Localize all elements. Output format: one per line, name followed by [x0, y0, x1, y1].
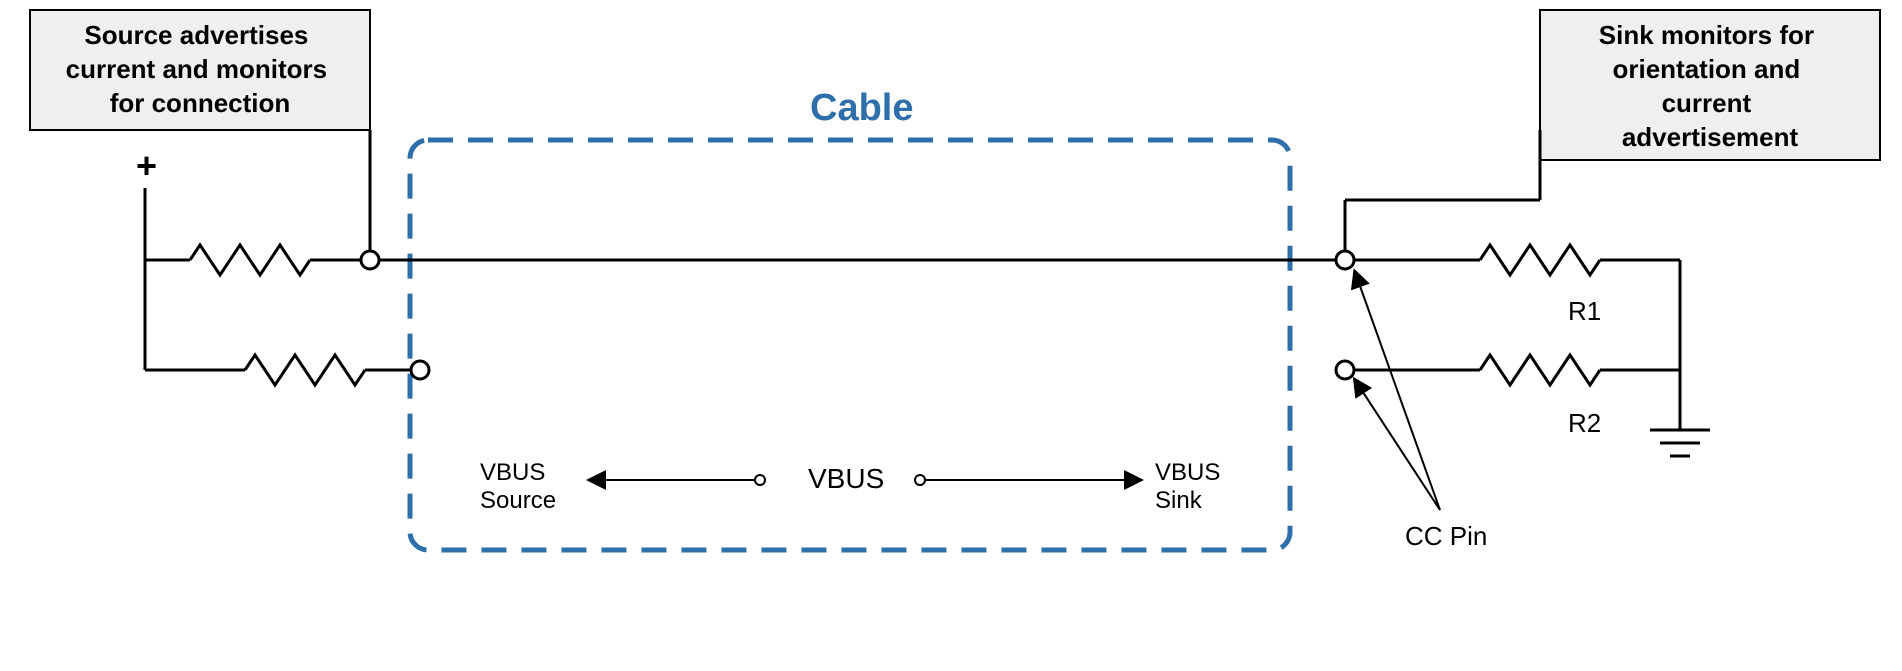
plus-symbol: + [136, 145, 157, 186]
sink-line1: Sink monitors for [1599, 20, 1814, 50]
resistor-r2 [1480, 355, 1600, 385]
node-source-top [361, 251, 379, 269]
circuit-diagram: Source advertises current and monitors f… [0, 0, 1902, 671]
resistor-r1 [1480, 245, 1600, 275]
cable-label: Cable [810, 87, 913, 129]
vbus-source-label: VBUS Source [480, 459, 556, 514]
vbus-node-right [915, 475, 925, 485]
source-line1: Source advertises [84, 20, 308, 50]
vbus-label: VBUS [808, 463, 884, 494]
node-sink-top [1336, 251, 1354, 269]
cc-pin-arrow1 [1355, 272, 1440, 510]
sink-line4: advertisement [1622, 122, 1799, 152]
sink-line3: current [1662, 88, 1752, 118]
vbus-node-left [755, 475, 765, 485]
sink-line2: orientation and [1612, 54, 1800, 84]
vbus-sink-label: VBUS Sink [1155, 459, 1227, 514]
r1-label: R1 [1568, 296, 1601, 326]
node-source-bottom [411, 361, 429, 379]
source-line3: for connection [110, 88, 291, 118]
cc-pin-label: CC Pin [1405, 521, 1487, 551]
source-line2: current and monitors [66, 54, 327, 84]
resistor-source-top [190, 245, 310, 275]
r2-label: R2 [1568, 408, 1601, 438]
node-sink-bottom [1336, 361, 1354, 379]
resistor-source-bottom [245, 355, 365, 385]
cc-pin-arrow2 [1355, 380, 1440, 510]
